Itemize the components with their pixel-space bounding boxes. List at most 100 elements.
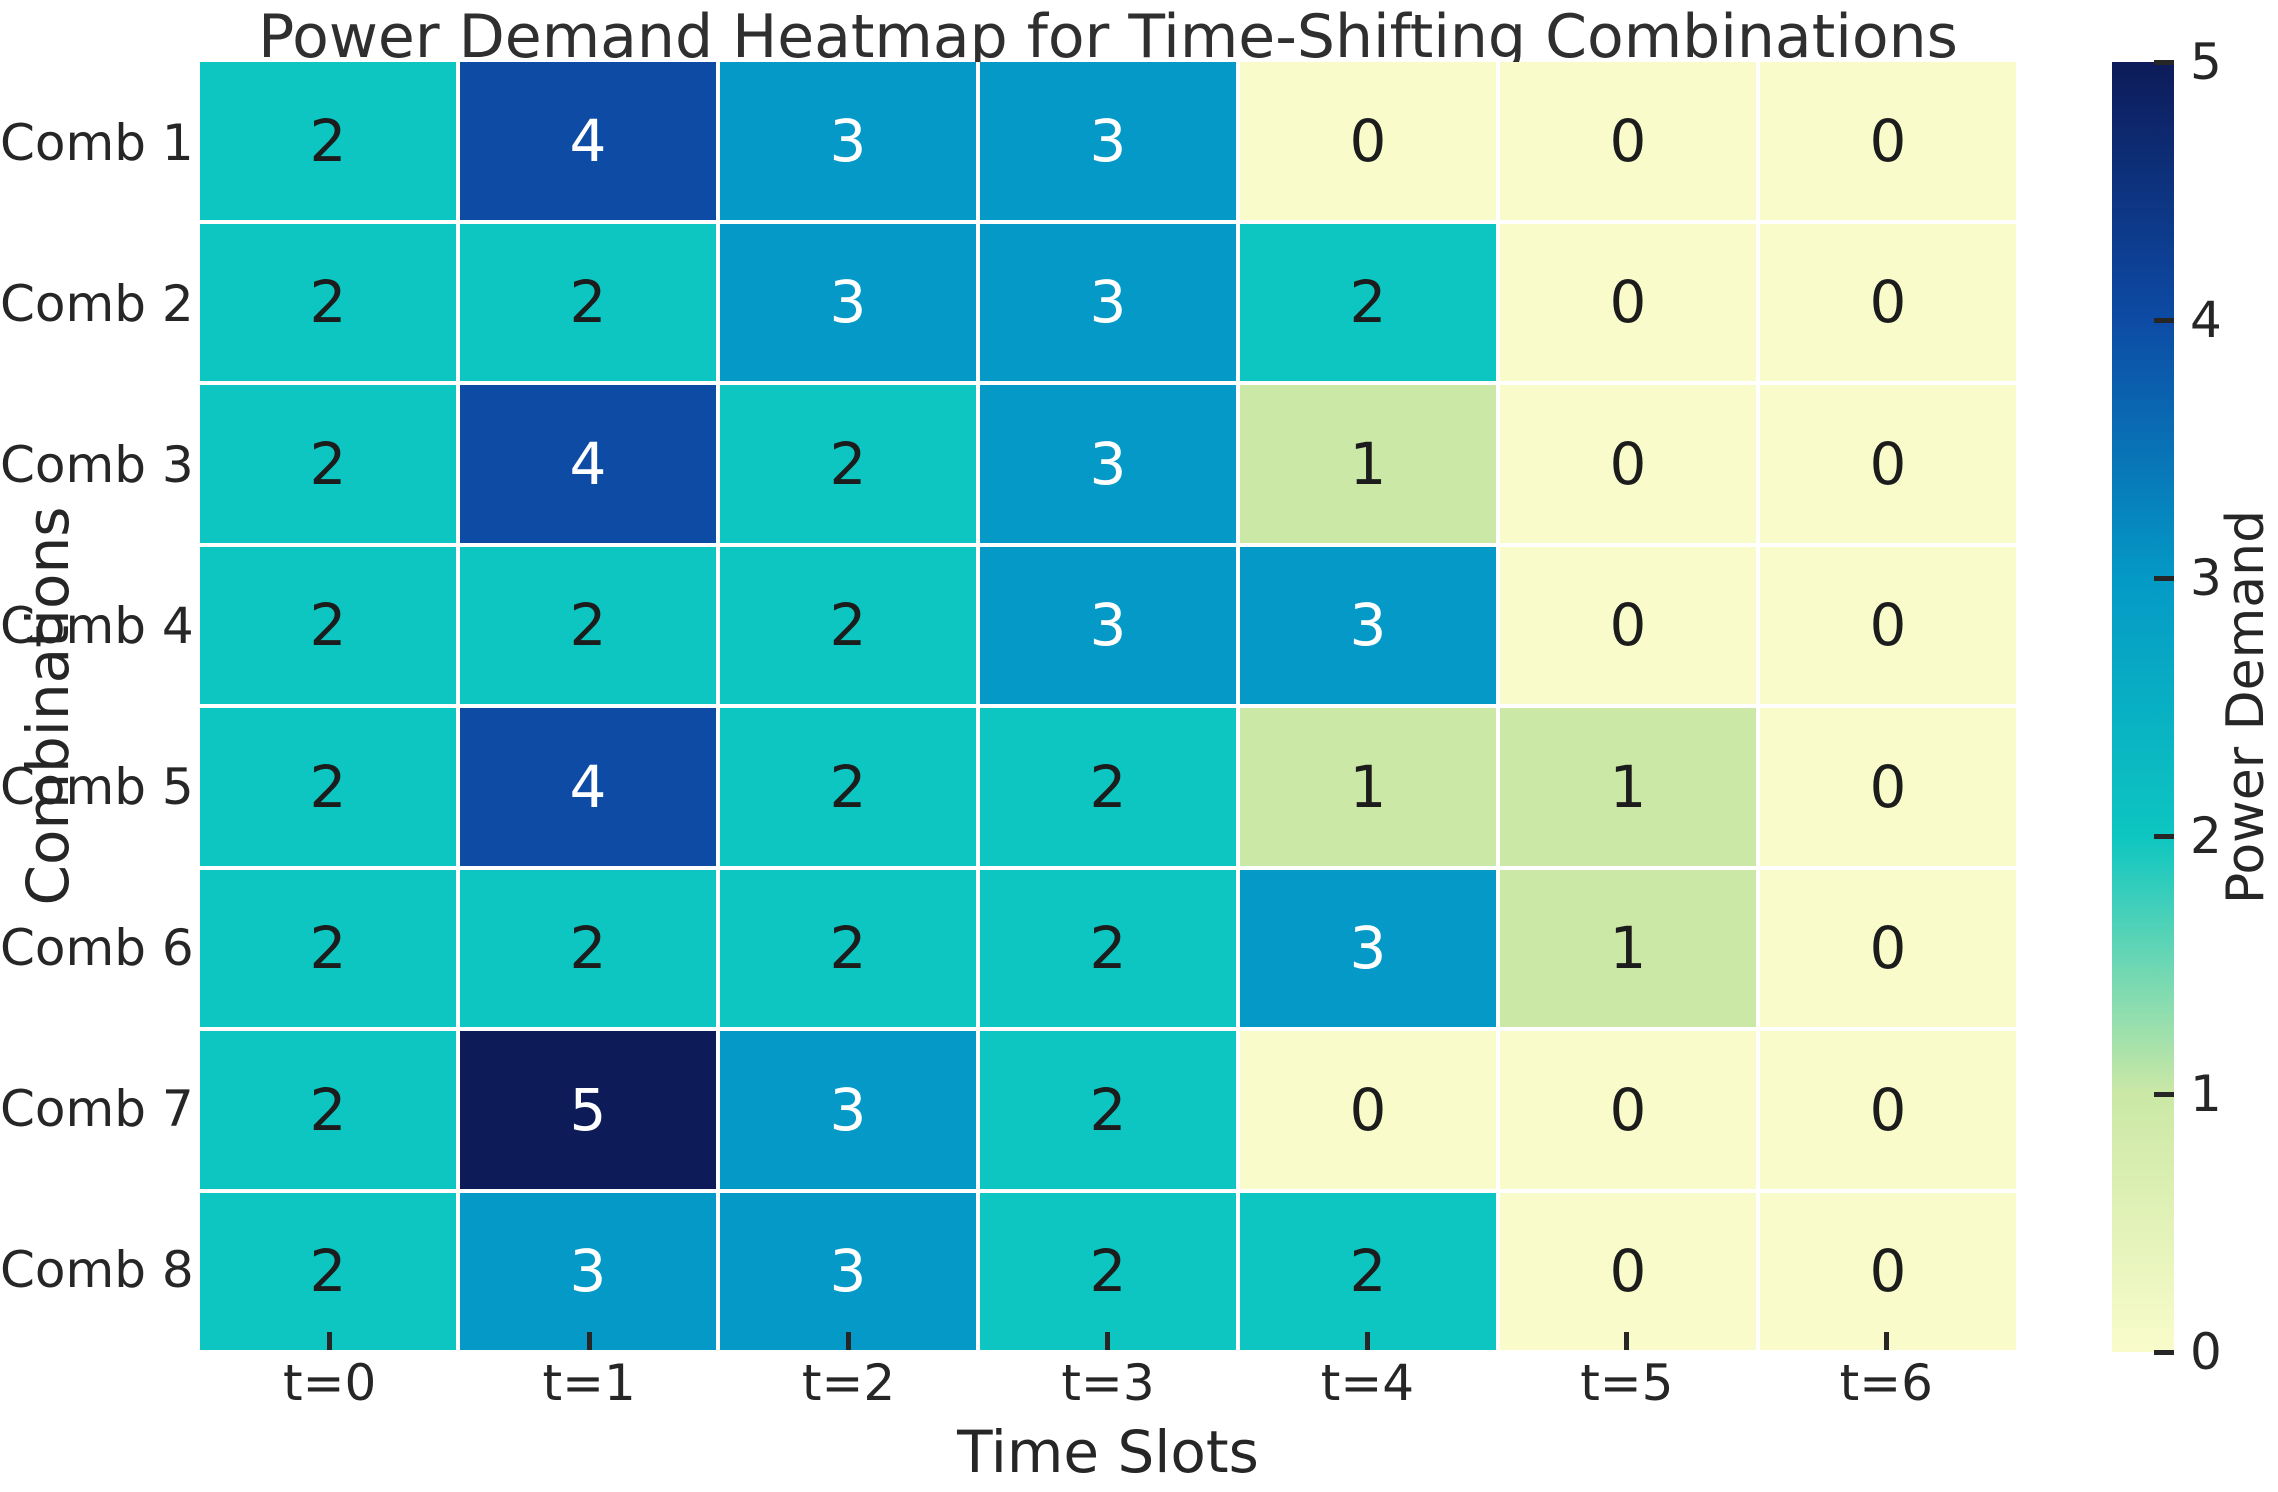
heatmap-cell-r2-c3: 3 <box>720 223 976 381</box>
x-tick-mark <box>586 1332 592 1350</box>
heatmap-cell-r6-c2: 2 <box>460 869 716 1027</box>
y-tick: Comb 4 <box>0 545 226 706</box>
heatmap-cell-r2-c7: 0 <box>1760 223 2016 381</box>
heatmap-cell-r1-c5: 0 <box>1240 62 1496 220</box>
x-tick-label: t=6 <box>1839 1354 1933 1412</box>
x-tick-labels: t=0 t=1 t=2 t=3 t=4 t=5 t=6 <box>200 1332 2016 1412</box>
x-tick-mark <box>1624 1332 1630 1350</box>
heatmap-cell-r6-c7: 0 <box>1760 869 2016 1027</box>
x-tick-label: t=1 <box>542 1354 636 1412</box>
x-tick: t=1 <box>459 1332 718 1412</box>
heatmap-cell-r4-c7: 0 <box>1760 546 2016 704</box>
heatmap-cell-r5-c2: 4 <box>460 708 716 866</box>
heatmap-cell-r8-c4: 2 <box>980 1192 1236 1350</box>
heatmap-cell-r7-c7: 0 <box>1760 1031 2016 1189</box>
heatmap-cell-r6-c4: 2 <box>980 869 1236 1027</box>
x-tick-label: t=3 <box>1061 1354 1155 1412</box>
colorbar-tick-mark <box>2154 59 2174 65</box>
x-tick-label: t=2 <box>801 1354 896 1412</box>
x-tick-label: t=4 <box>1320 1354 1415 1412</box>
heatmap-cell-r5-c4: 2 <box>980 708 1236 866</box>
colorbar-tick-label: 5 <box>2190 33 2222 91</box>
x-axis-label: Time Slots <box>957 1418 1259 1486</box>
heatmap-cell-r2-c4: 3 <box>980 223 1236 381</box>
colorbar-tick: 5 <box>2154 33 2222 91</box>
y-tick: Comb 8 <box>0 1189 226 1350</box>
heatmap-cell-r4-c4: 3 <box>980 546 1236 704</box>
colorbar-tick-mark <box>2154 575 2174 581</box>
heatmap-cell-r3-c1: 2 <box>200 385 456 543</box>
heatmap-cell-r7-c4: 2 <box>980 1031 1236 1189</box>
y-tick-label: Comb 2 <box>0 274 194 333</box>
x-tick: t=6 <box>1757 1332 2016 1412</box>
heatmap-cell-r3-c6: 0 <box>1500 385 1756 543</box>
heatmap-cell-r4-c3: 2 <box>720 546 976 704</box>
heatmap-cell-r4-c1: 2 <box>200 546 456 704</box>
y-tick: Comb 2 <box>0 223 226 384</box>
heatmap-cell-r3-c4: 3 <box>980 385 1236 543</box>
colorbar-tick-label: 3 <box>2190 549 2222 607</box>
x-tick-mark <box>1364 1332 1370 1350</box>
colorbar-tick: 3 <box>2154 549 2222 607</box>
y-tick-label: Comb 6 <box>0 918 194 977</box>
heatmap-cell-r7-c5: 0 <box>1240 1031 1496 1189</box>
y-tick-label: Comb 4 <box>0 596 194 655</box>
colorbar-tick-label: 2 <box>2190 807 2222 865</box>
y-tick: Comb 7 <box>0 1028 226 1189</box>
heatmap-cell-r1-c4: 3 <box>980 62 1236 220</box>
x-tick-mark <box>1883 1332 1889 1350</box>
colorbar-label: Power Demand <box>2216 509 2276 905</box>
heatmap-cell-r1-c6: 0 <box>1500 62 1756 220</box>
heatmap-cell-r8-c6: 0 <box>1500 1192 1756 1350</box>
colorbar-tick: 2 <box>2154 807 2222 865</box>
heatmap-cell-r2-c6: 0 <box>1500 223 1756 381</box>
heatmap-cell-r6-c1: 2 <box>200 869 456 1027</box>
heatmap-cell-r6-c3: 2 <box>720 869 976 1027</box>
heatmap-cell-r3-c3: 2 <box>720 385 976 543</box>
x-tick: t=5 <box>1497 1332 1756 1412</box>
y-tick: Comb 1 <box>0 62 226 223</box>
heatmap-cell-r1-c2: 4 <box>460 62 716 220</box>
y-tick-label: Comb 3 <box>0 435 194 494</box>
colorbar-tick-mark <box>2154 1349 2174 1355</box>
heatmap-cell-r4-c2: 2 <box>460 546 716 704</box>
y-tick: Comb 6 <box>0 867 226 1028</box>
heatmap-cell-r5-c3: 2 <box>720 708 976 866</box>
colorbar-tick-label: 4 <box>2190 291 2222 349</box>
x-tick-mark <box>1105 1332 1111 1350</box>
heatmap-cell-r1-c7: 0 <box>1760 62 2016 220</box>
x-tick-mark <box>327 1332 333 1350</box>
heatmap-cell-r7-c3: 3 <box>720 1031 976 1189</box>
heatmap-cell-r8-c3: 3 <box>720 1192 976 1350</box>
heatmap-cell-r8-c5: 2 <box>1240 1192 1496 1350</box>
heatmap-cell-r5-c5: 1 <box>1240 708 1496 866</box>
heatmap-cell-r6-c5: 3 <box>1240 869 1496 1027</box>
heatmap-cell-r3-c2: 4 <box>460 385 716 543</box>
y-tick-label: Comb 1 <box>0 113 194 172</box>
heatmap-cell-r5-c6: 1 <box>1500 708 1756 866</box>
x-tick-mark <box>846 1332 852 1350</box>
x-tick-label: t=5 <box>1580 1354 1674 1412</box>
heatmap-cell-r8-c7: 0 <box>1760 1192 2016 1350</box>
heatmap-cell-r7-c6: 0 <box>1500 1031 1756 1189</box>
colorbar-tick-label: 0 <box>2190 1323 2222 1381</box>
x-tick: t=4 <box>1238 1332 1497 1412</box>
x-tick-label: t=0 <box>283 1354 377 1412</box>
heatmap-cell-r7-c1: 2 <box>200 1031 456 1189</box>
colorbar-tick-mark <box>2154 1091 2174 1097</box>
y-tick-label: Comb 7 <box>0 1079 194 1138</box>
y-tick: Comb 5 <box>0 706 226 867</box>
y-tick: Comb 3 <box>0 384 226 545</box>
heatmap-cell-r2-c1: 2 <box>200 223 456 381</box>
chart-title: Power Demand Heatmap for Time-Shifting C… <box>258 2 1958 72</box>
heatmap-cell-r4-c6: 0 <box>1500 546 1756 704</box>
colorbar-tick-label: 1 <box>2190 1065 2222 1123</box>
colorbar-tick-mark <box>2154 833 2174 839</box>
heatmap-cell-r2-c5: 2 <box>1240 223 1496 381</box>
y-tick-label: Comb 8 <box>0 1240 194 1299</box>
heatmap-cell-r5-c1: 2 <box>200 708 456 866</box>
heatmap-cell-r8-c2: 3 <box>460 1192 716 1350</box>
heatmap-cell-r2-c2: 2 <box>460 223 716 381</box>
y-tick-labels: Comb 1 Comb 2 Comb 3 Comb 4 Comb 5 Comb 6 Comb… <box>0 62 226 1350</box>
